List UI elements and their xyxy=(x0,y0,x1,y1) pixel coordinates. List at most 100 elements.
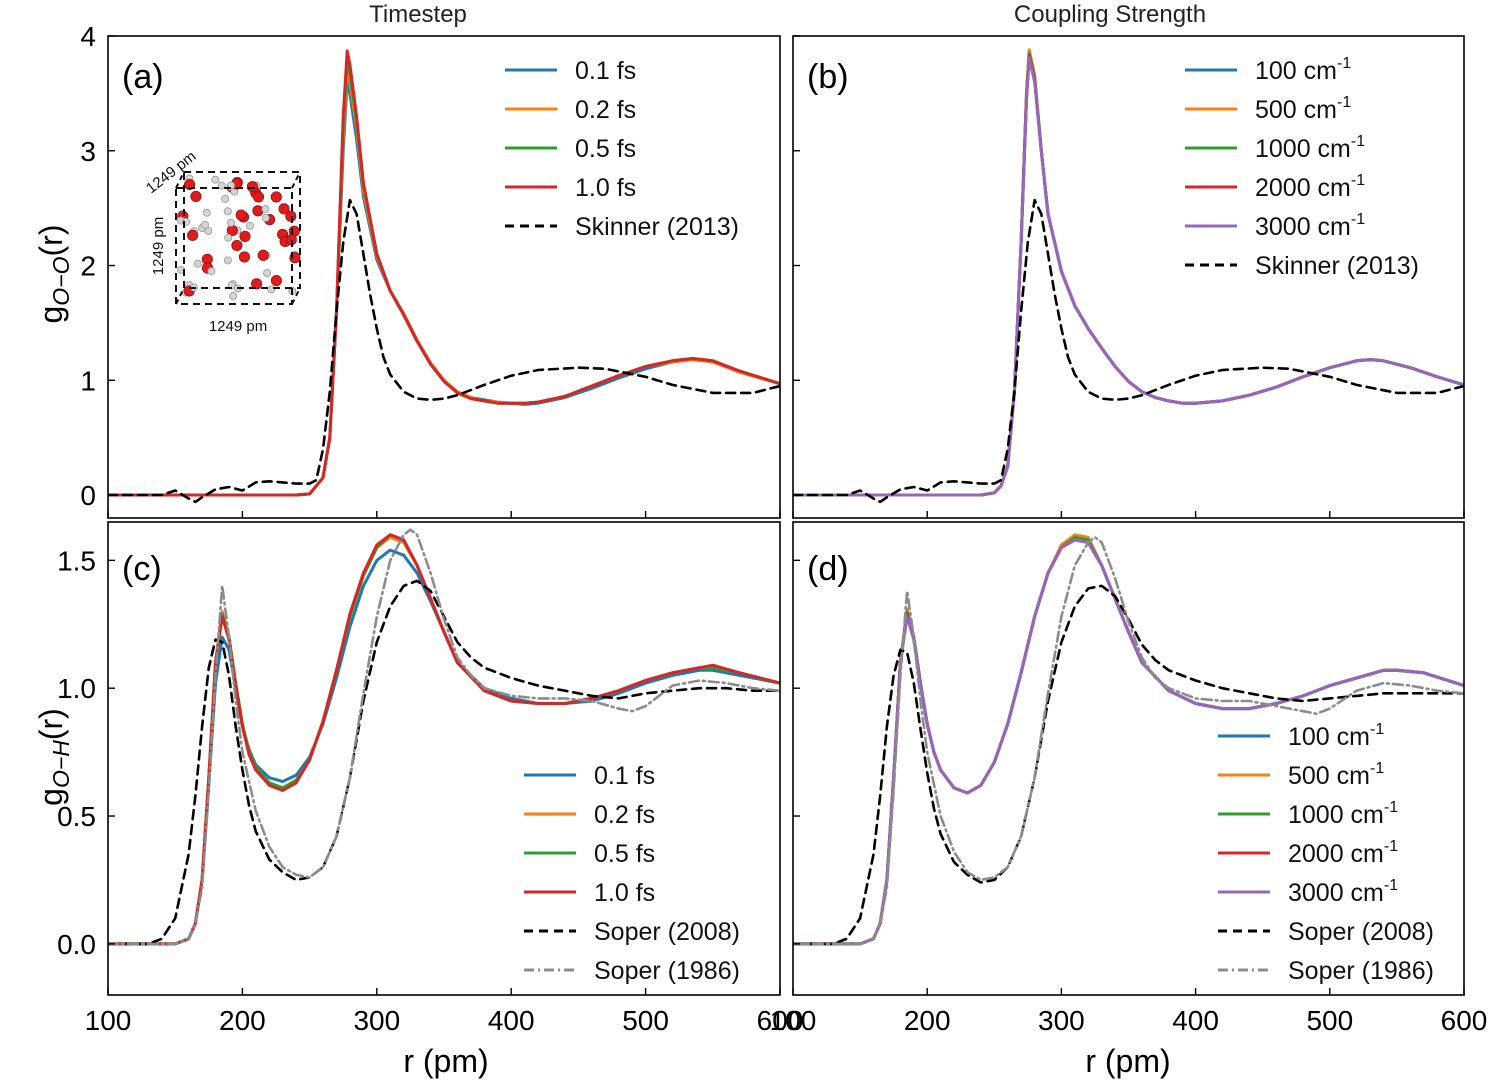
legend-entry-0-1-fs: 0.1 fs xyxy=(575,57,636,85)
hydrogen-atom xyxy=(263,269,272,277)
x-tick-label: 400 xyxy=(488,1005,535,1036)
legend-entry-0-5-fs: 0.5 fs xyxy=(575,135,636,163)
panel-label: (a) xyxy=(122,58,164,96)
y-tick-label: 0.5 xyxy=(57,801,96,832)
y-axis-label-goh-sub: O−H xyxy=(48,740,74,788)
y-tick-label: 1.0 xyxy=(57,673,96,704)
series-line-skinner-2013 xyxy=(108,198,780,504)
oxygen-atom xyxy=(235,209,247,221)
legend: 100 cm-1 500 cm-1 1000 cm-1 2000 cm-1 3000 c… xyxy=(1218,721,1434,985)
legend: 100 cm-1 500 cm-1 1000 cm-1 2000 cm-1 3000 c… xyxy=(1185,55,1419,280)
legend-entry-skinner-2013: Skinner (2013) xyxy=(575,213,739,241)
oxygen-atom xyxy=(270,191,282,203)
hydrogen-atom xyxy=(261,213,270,222)
oxygen-atom xyxy=(231,239,243,252)
oxygen-atom xyxy=(238,251,250,263)
oxygen-atom xyxy=(252,191,265,203)
oxygen-atom xyxy=(190,190,202,202)
legend-entry-1000-cm-1: 1000 cm-1 xyxy=(1255,133,1365,163)
legend-entry-0-5-fs: 0.5 fs xyxy=(594,840,655,868)
y-tick-label: 4 xyxy=(80,21,96,52)
inset-box-back-face xyxy=(183,171,301,289)
series-line-1-0-fs xyxy=(108,49,780,497)
hydrogen-atom xyxy=(217,181,226,190)
oxygen-atom xyxy=(270,275,282,287)
inset-box-edge xyxy=(175,287,185,305)
x-tick-label: 300 xyxy=(353,1005,400,1036)
y-tick-label: 0.0 xyxy=(57,929,96,960)
legend-entry-0-2-fs: 0.2 fs xyxy=(575,96,636,124)
oxygen-atom xyxy=(246,181,258,193)
hydrogen-atom xyxy=(267,285,276,294)
axes-frame xyxy=(792,35,1465,519)
panel-b-oo-coupling: (b) 100 cm-1 500 cm-1 1000 cm-1 2000 cm-1 300… xyxy=(792,35,1465,519)
oxygen-atom xyxy=(251,278,263,290)
x-tick-label: 100 xyxy=(85,1005,132,1036)
panel-label: (c) xyxy=(122,550,162,588)
hydrogen-atom xyxy=(223,207,232,216)
y-axis-label-goh-suffix: (r) xyxy=(33,708,69,740)
legend: 0.1 fs 0.2 fs 0.5 fs 1.0 fs Skinner (2013) xyxy=(505,57,739,241)
hydrogen-atom xyxy=(261,205,270,214)
axes-frame xyxy=(107,521,781,996)
legend: 0.1 fs 0.2 fs 0.5 fs 1.0 fs Soper (2008) Sope… xyxy=(524,762,740,985)
series-line-soper-1986 xyxy=(793,535,1464,946)
panel-label: (d) xyxy=(807,550,849,588)
legend-entry-soper-1986: Soper (1986) xyxy=(1288,957,1434,985)
series-lines xyxy=(793,48,1464,504)
hydrogen-atom xyxy=(221,194,230,203)
legend-entry-100-cm-1: 100 cm-1 xyxy=(1255,55,1351,85)
series-lines xyxy=(108,49,780,504)
panel-a-oo-timestep: 0 1 2 3 4 (a) 0.1 fs 0.2 fs 0.5 fs 1.0 fs Skinner … xyxy=(80,21,781,519)
legend-entry-soper-2008: Soper (2008) xyxy=(594,918,740,946)
oxygen-atom xyxy=(257,249,269,261)
oxygen-atom xyxy=(252,205,264,217)
hydrogen-atom xyxy=(202,208,211,217)
inset-box-edge xyxy=(175,171,185,189)
x-tick-label: 200 xyxy=(219,1005,266,1036)
hydrogen-atom xyxy=(193,259,202,268)
y-axis-label-goo-sub: O−O xyxy=(48,256,74,305)
axes-frame xyxy=(107,35,781,519)
legend-entry-3000-cm-1: 3000 cm-1 xyxy=(1255,211,1365,241)
inset-box-front-face xyxy=(175,187,293,305)
y-axis-label-goo: gO−O(r) xyxy=(33,225,74,324)
x-tick-label: 200 xyxy=(904,1005,951,1036)
y-tick-label: 1.5 xyxy=(57,545,96,576)
oxygen-atom xyxy=(285,210,297,222)
x-axis-label-right: r (pm) xyxy=(1085,1043,1170,1079)
legend-entry-3000-cm-1: 3000 cm-1 xyxy=(1288,877,1398,907)
x-tick-label: 400 xyxy=(1172,1005,1219,1036)
y-axis-label-goo-main: g xyxy=(33,306,69,324)
oxygen-atom xyxy=(239,230,251,242)
legend-entry-2000-cm-1: 2000 cm-1 xyxy=(1255,172,1365,202)
series-line-soper-1986 xyxy=(108,528,780,946)
oxygen-atom xyxy=(278,203,290,215)
inset-box-edge xyxy=(291,171,301,189)
y-axis-label-goh: gO−H(r) xyxy=(33,708,74,806)
series-lines xyxy=(793,533,1464,946)
legend-entry-100-cm-1: 100 cm-1 xyxy=(1288,721,1384,751)
legend-entry-1-0-fs: 1.0 fs xyxy=(575,174,636,202)
series-lines xyxy=(108,528,780,946)
axes-frame xyxy=(792,521,1465,996)
hydrogen-atom xyxy=(211,175,220,184)
legend-entry-500-cm-1: 500 cm-1 xyxy=(1255,94,1351,124)
x-tick-label: 600 xyxy=(757,1005,804,1036)
x-tick-label: 100 xyxy=(770,1005,817,1036)
legend-entry-0-1-fs: 0.1 fs xyxy=(594,762,655,790)
y-tick-label: 3 xyxy=(80,136,96,167)
legend-entry-skinner-2013: Skinner (2013) xyxy=(1255,252,1419,280)
oxygen-atom xyxy=(187,229,199,241)
legend-entry-1000-cm-1: 1000 cm-1 xyxy=(1288,799,1398,829)
inset-box-edge xyxy=(291,287,301,305)
hydrogen-atom xyxy=(227,218,235,227)
y-tick-label: 0 xyxy=(80,480,96,511)
hydrogen-atom xyxy=(201,220,209,229)
hydrogen-atom xyxy=(224,233,233,242)
column-title-timestep: Timestep xyxy=(369,1,467,28)
series-line-skinner-2013 xyxy=(793,198,1464,504)
